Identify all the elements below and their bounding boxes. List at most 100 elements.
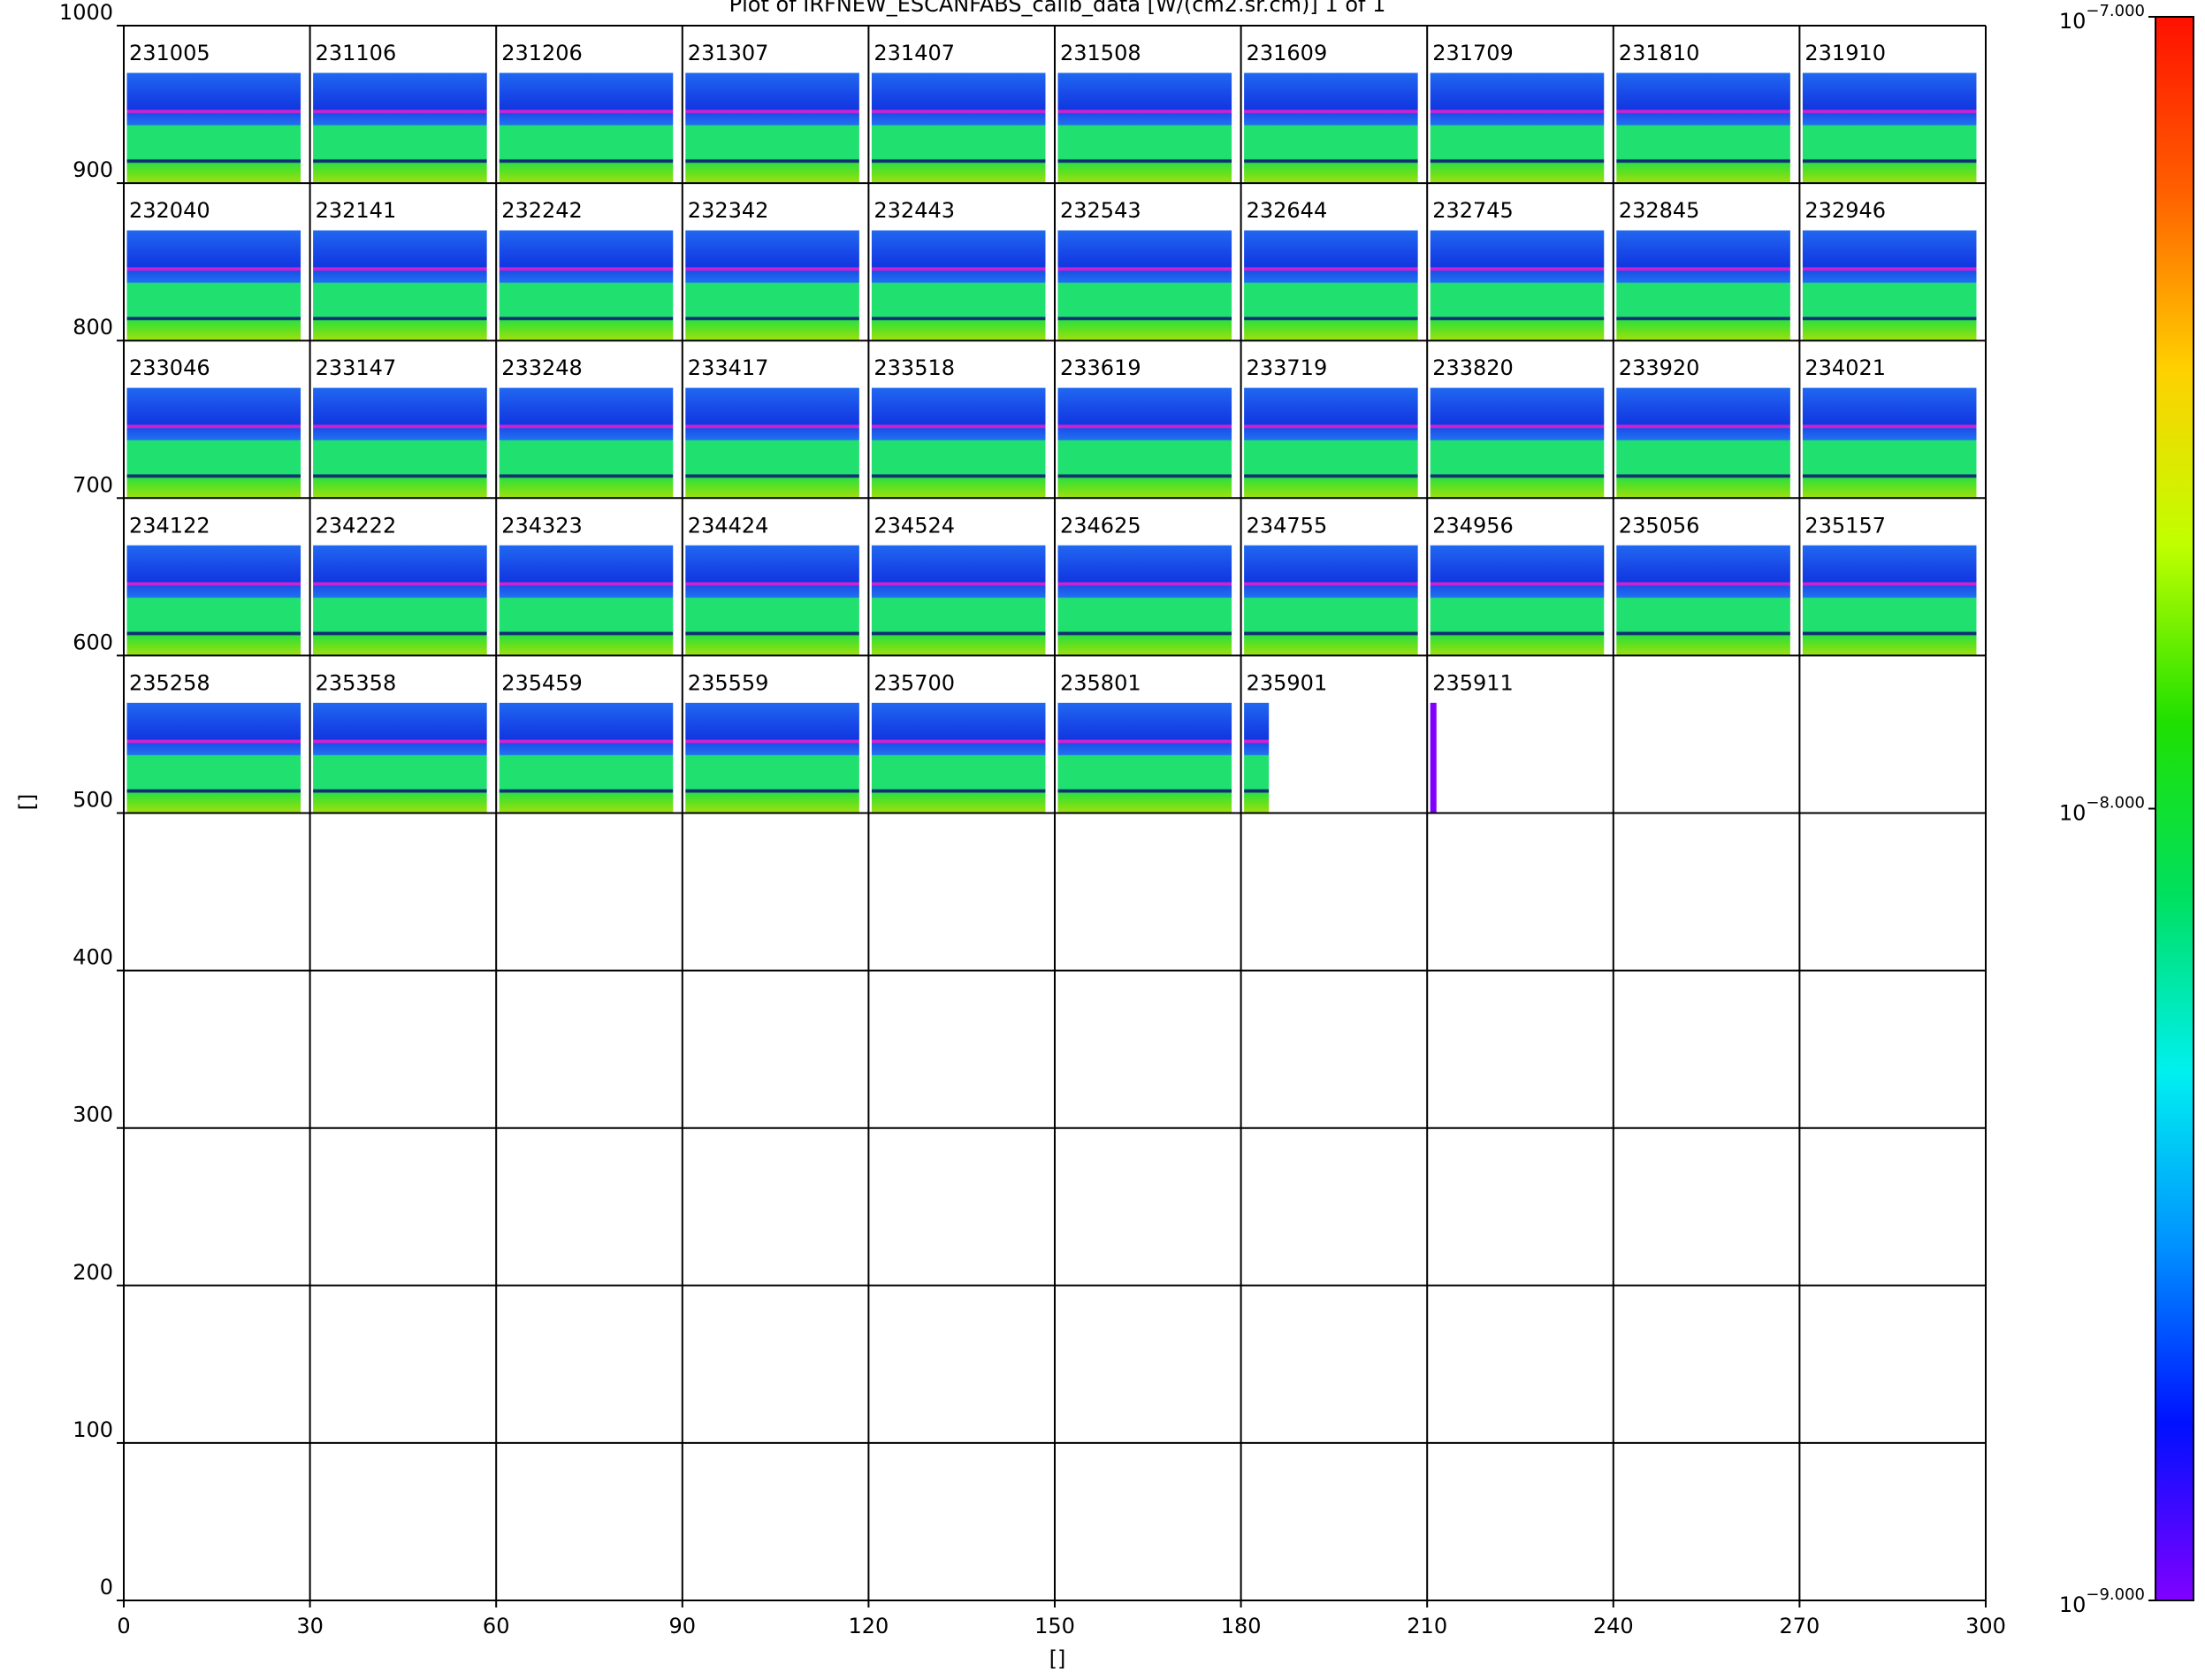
panel-label: 232845 bbox=[1619, 198, 1700, 223]
panel-label: 233417 bbox=[688, 355, 769, 380]
panel-image bbox=[685, 545, 859, 656]
panel-label: 234524 bbox=[874, 513, 955, 538]
panel-image bbox=[126, 73, 301, 184]
panel-label: 231508 bbox=[1060, 41, 1141, 65]
panel-image bbox=[313, 230, 487, 341]
panel-label: 231106 bbox=[316, 41, 397, 65]
panel-image bbox=[126, 230, 301, 341]
x-axis-label: [] bbox=[1049, 1646, 1066, 1671]
y-tick-label: 200 bbox=[72, 1260, 113, 1285]
colorbar bbox=[2155, 16, 2194, 1601]
panel-image bbox=[1057, 702, 1232, 813]
y-tick-label: 700 bbox=[72, 472, 113, 497]
panel-label: 232443 bbox=[874, 198, 955, 223]
colorbar-tick-label: 10−7.000 bbox=[2059, 2, 2145, 34]
colorbar-tick-label: 10−8.000 bbox=[2059, 794, 2145, 826]
panel-label: 234122 bbox=[129, 513, 210, 538]
panel-image bbox=[871, 545, 1046, 656]
panel-image bbox=[126, 387, 301, 499]
panel-label: 233147 bbox=[316, 355, 397, 380]
x-tick-label: 60 bbox=[483, 1614, 510, 1638]
panel-label: 235056 bbox=[1619, 513, 1700, 538]
panel-label: 235358 bbox=[316, 670, 397, 695]
panel-label: 231609 bbox=[1247, 41, 1328, 65]
panel-label: 234222 bbox=[316, 513, 397, 538]
panel-label: 234424 bbox=[688, 513, 769, 538]
colorbar-tick-label: 10−9.000 bbox=[2059, 1585, 2145, 1617]
y-tick-label: 500 bbox=[72, 788, 113, 813]
panel-label: 231005 bbox=[129, 41, 210, 65]
panel-label: 235459 bbox=[501, 670, 583, 695]
panel-label: 233820 bbox=[1432, 355, 1514, 380]
panel-image bbox=[685, 230, 859, 341]
panel-label: 234755 bbox=[1247, 513, 1328, 538]
panel-image bbox=[685, 387, 859, 499]
panel-label: 233619 bbox=[1060, 355, 1141, 380]
panel-image bbox=[313, 702, 487, 813]
y-tick-label: 800 bbox=[72, 315, 113, 340]
y-tick-label: 0 bbox=[100, 1575, 113, 1600]
panel-label: 235901 bbox=[1247, 670, 1328, 695]
panel-label: 234956 bbox=[1432, 513, 1514, 538]
panel-label: 235157 bbox=[1804, 513, 1886, 538]
panel-image bbox=[1244, 73, 1418, 184]
y-axis-label: [] bbox=[15, 794, 40, 811]
panel-image bbox=[499, 73, 674, 184]
panel-image bbox=[871, 702, 1046, 813]
panel-image bbox=[1430, 387, 1605, 499]
panel-image bbox=[1430, 702, 1437, 813]
panel-image bbox=[871, 387, 1046, 499]
panel-label: 233719 bbox=[1247, 355, 1328, 380]
x-tick-label: 120 bbox=[848, 1614, 889, 1638]
panel-label: 233518 bbox=[874, 355, 955, 380]
panel-image bbox=[1244, 545, 1418, 656]
panel-image bbox=[1057, 545, 1232, 656]
panel-image bbox=[1802, 387, 1977, 499]
panel-image bbox=[1430, 73, 1605, 184]
panel-image bbox=[1244, 702, 1270, 813]
panel-image bbox=[313, 73, 487, 184]
panel-image bbox=[1057, 387, 1232, 499]
panel-image bbox=[1616, 387, 1790, 499]
x-tick-label: 90 bbox=[669, 1614, 697, 1638]
y-tick-label: 300 bbox=[72, 1103, 113, 1127]
panel-image bbox=[1616, 73, 1790, 184]
y-tick-label: 900 bbox=[72, 157, 113, 182]
panel-label: 232040 bbox=[129, 198, 210, 223]
panel-image bbox=[313, 545, 487, 656]
panel-image bbox=[499, 545, 674, 656]
panel-label: 235801 bbox=[1060, 670, 1141, 695]
panel-image bbox=[685, 73, 859, 184]
panel-label: 232242 bbox=[501, 198, 583, 223]
x-tick-label: 240 bbox=[1593, 1614, 1634, 1638]
panel-label: 235700 bbox=[874, 670, 955, 695]
panel-image bbox=[1802, 230, 1977, 341]
panel-image bbox=[1244, 387, 1418, 499]
panel-label: 232141 bbox=[316, 198, 397, 223]
panel-image bbox=[1616, 230, 1790, 341]
panel-image bbox=[1057, 230, 1232, 341]
panel-label: 232946 bbox=[1804, 198, 1886, 223]
panel-label: 231810 bbox=[1619, 41, 1700, 65]
x-tick-label: 150 bbox=[1034, 1614, 1075, 1638]
panel-label: 232543 bbox=[1060, 198, 1141, 223]
panel-image bbox=[1057, 73, 1232, 184]
panel-image bbox=[1244, 230, 1418, 341]
x-tick-label: 180 bbox=[1221, 1614, 1262, 1638]
panel-label: 231206 bbox=[501, 41, 583, 65]
x-tick-label: 30 bbox=[296, 1614, 324, 1638]
panel-label: 234625 bbox=[1060, 513, 1141, 538]
panel-image bbox=[1616, 545, 1790, 656]
x-tick-label: 300 bbox=[1965, 1614, 2006, 1638]
panel-label: 232644 bbox=[1247, 198, 1328, 223]
panel-image bbox=[126, 702, 301, 813]
panel-image bbox=[499, 387, 674, 499]
panel-label: 235559 bbox=[688, 670, 769, 695]
panel-image bbox=[1802, 545, 1977, 656]
panel-image bbox=[1802, 73, 1977, 184]
panel-label: 232745 bbox=[1432, 198, 1514, 223]
panel-label: 231910 bbox=[1804, 41, 1886, 65]
panel-image bbox=[499, 230, 674, 341]
panel-image bbox=[313, 387, 487, 499]
